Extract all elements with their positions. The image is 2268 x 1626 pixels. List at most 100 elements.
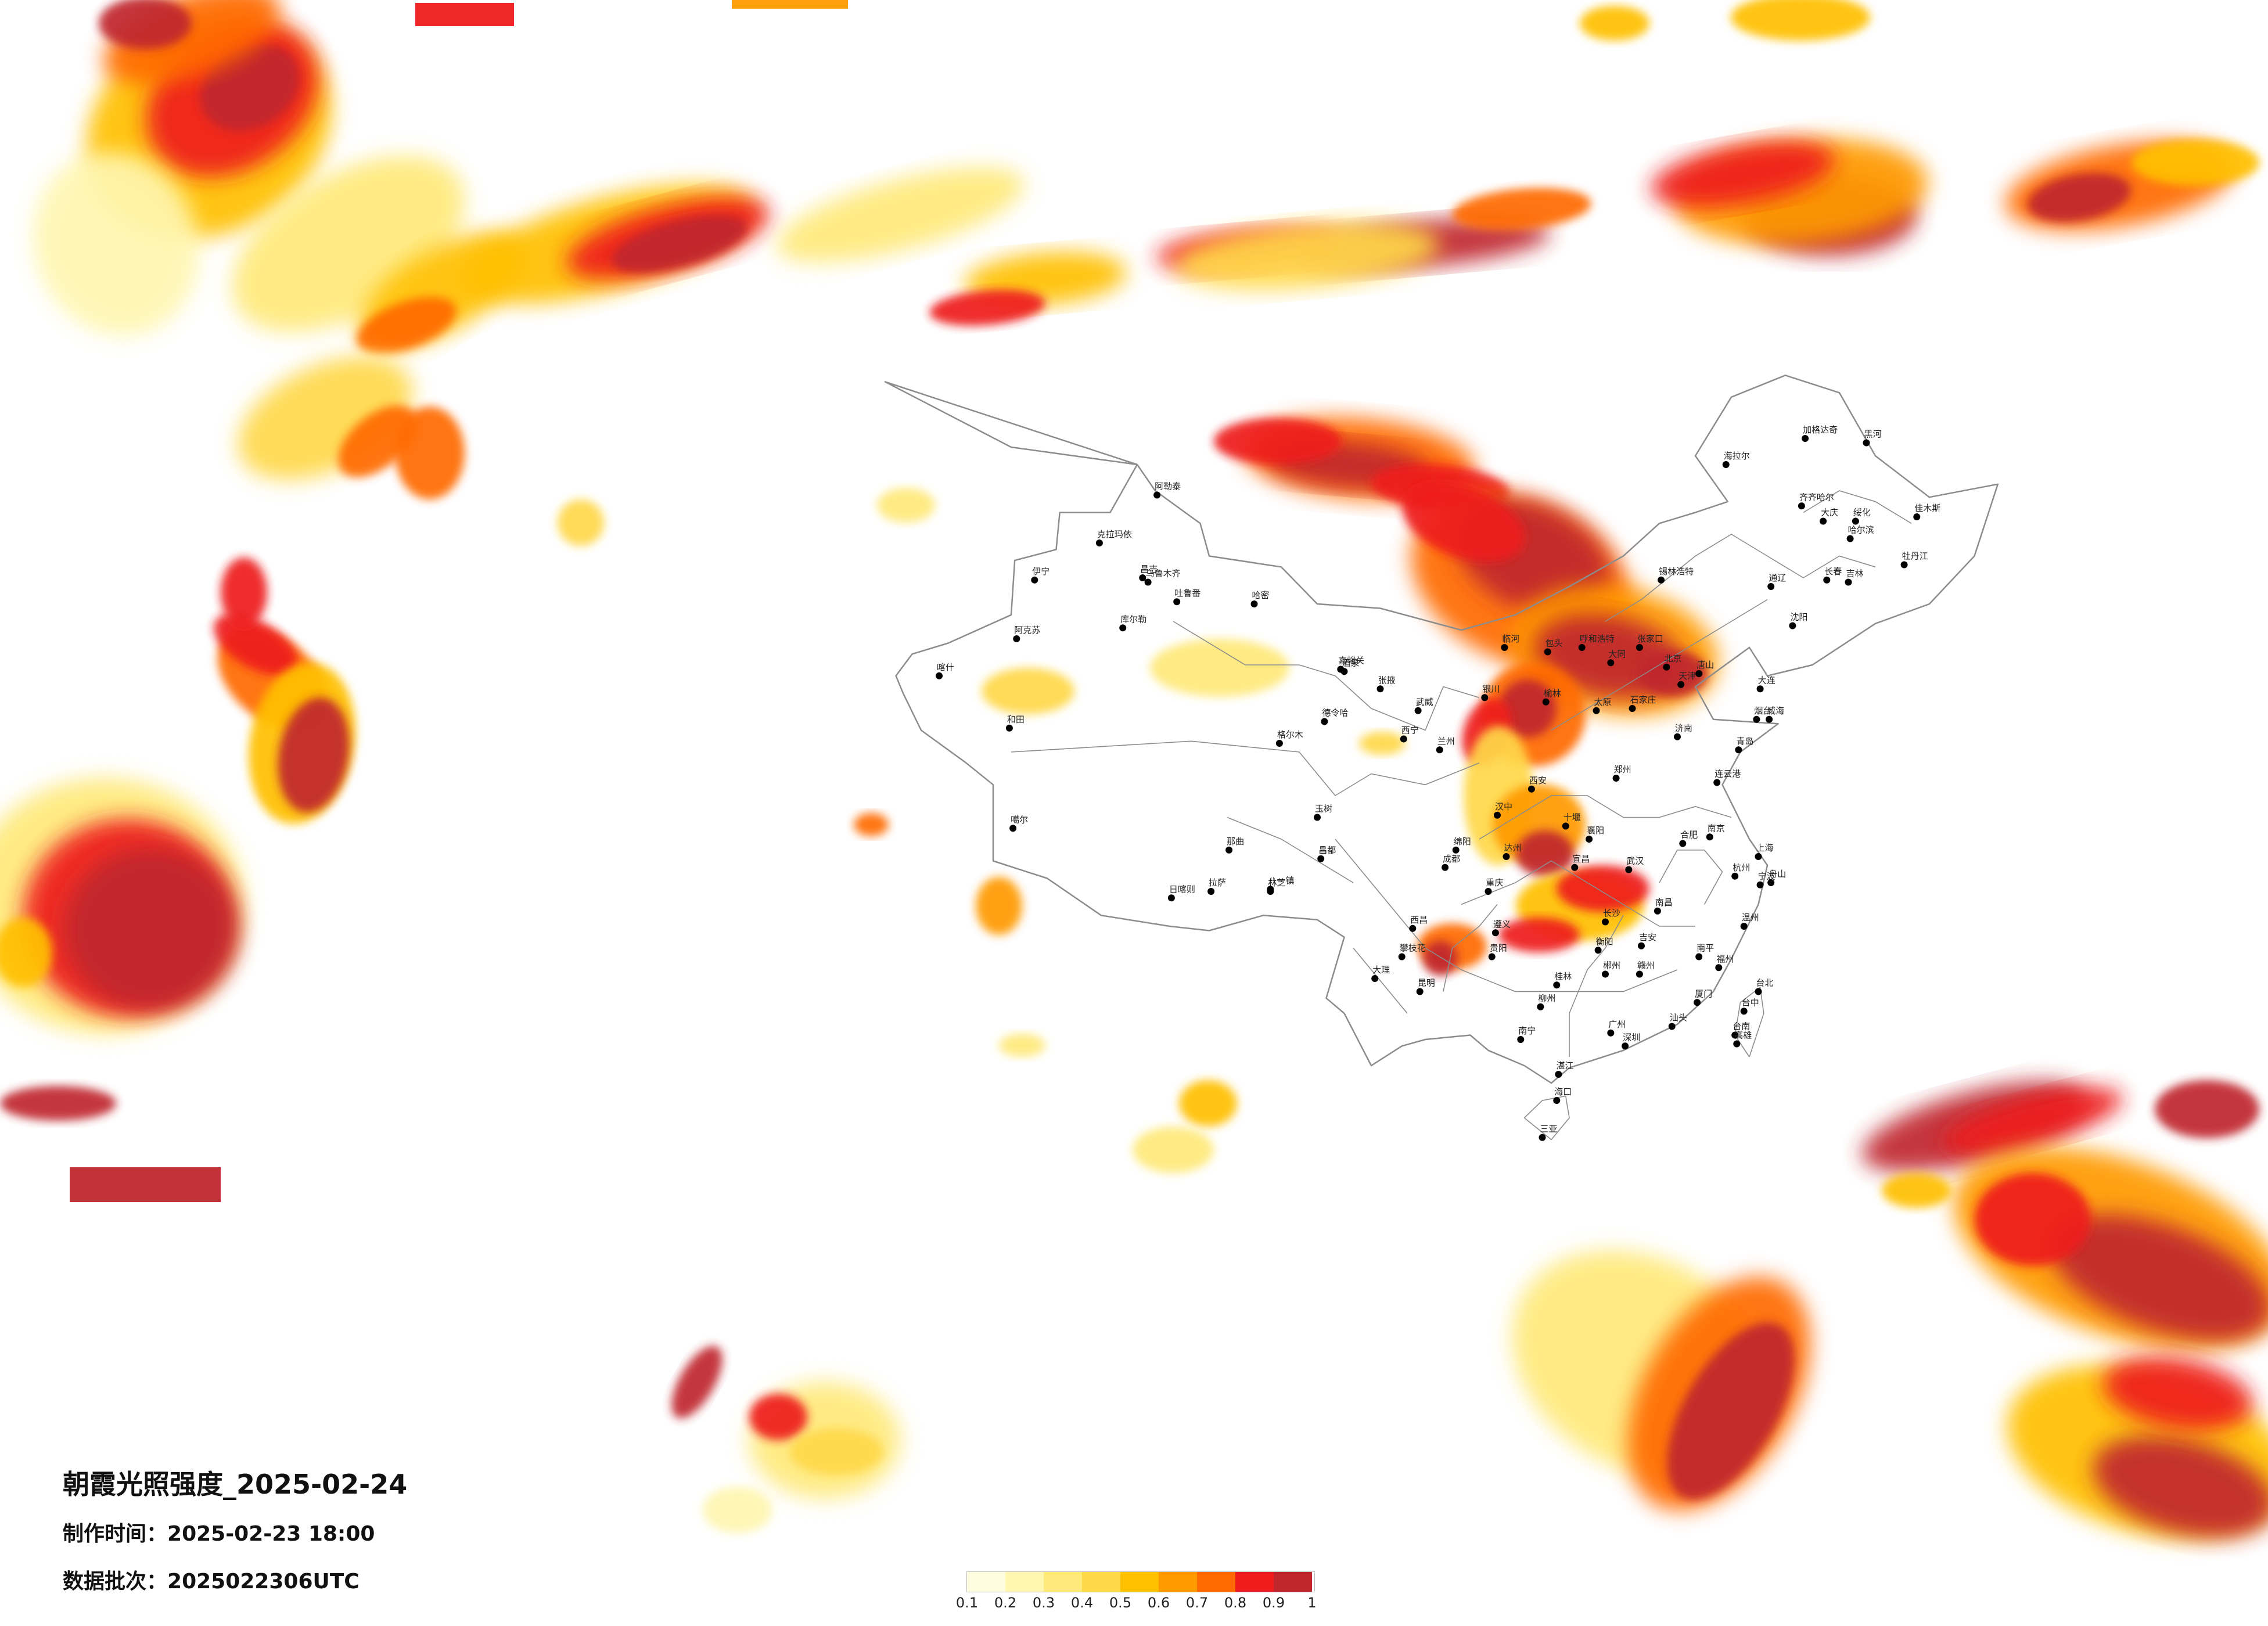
province-border bbox=[1443, 904, 1498, 992]
city-label: 太原 bbox=[1594, 697, 1612, 707]
city-marker: 石家庄 bbox=[1629, 695, 1656, 712]
glow-patch bbox=[1516, 830, 1574, 877]
city-label: 日喀则 bbox=[1169, 884, 1195, 894]
city-dot bbox=[1767, 879, 1775, 886]
city-label: 德令哈 bbox=[1322, 708, 1348, 718]
glow-patch bbox=[1557, 865, 1649, 912]
city-dot bbox=[1119, 624, 1127, 632]
city-dot bbox=[1602, 918, 1609, 926]
city-dot bbox=[1571, 864, 1579, 871]
city-marker: 成都 bbox=[1442, 854, 1460, 871]
glow-patch bbox=[200, 43, 300, 131]
city-dot bbox=[1578, 644, 1586, 651]
city-marker: 张掖 bbox=[1376, 675, 1396, 693]
city-label: 天津 bbox=[1678, 671, 1696, 681]
city-dot bbox=[1398, 953, 1406, 961]
city-label: 成都 bbox=[1443, 854, 1460, 864]
city-label: 遵义 bbox=[1493, 919, 1511, 929]
data-batch-label: 数据批次： bbox=[63, 1570, 168, 1593]
city-label: 西昌 bbox=[1410, 915, 1428, 925]
city-label: 桂林 bbox=[1554, 971, 1572, 981]
city-marker: 包头 bbox=[1544, 638, 1563, 656]
city-label: 乌鲁木齐 bbox=[1146, 569, 1181, 579]
city-label: 郑州 bbox=[1614, 764, 1631, 775]
city-marker: 台北 bbox=[1755, 978, 1774, 995]
province-border bbox=[1479, 795, 1732, 840]
glow-patch bbox=[1452, 188, 1591, 231]
city-dot bbox=[1317, 855, 1325, 862]
legend-tick-label: 0.1 bbox=[955, 1595, 979, 1611]
city-marker: 长春 bbox=[1823, 566, 1842, 584]
city-dot bbox=[1913, 513, 1921, 520]
city-label: 深圳 bbox=[1623, 1032, 1640, 1042]
city-label: 长春 bbox=[1824, 566, 1842, 577]
city-marker: 德令哈 bbox=[1321, 708, 1348, 725]
city-marker: 通辽 bbox=[1767, 573, 1786, 590]
glow-patch bbox=[64, 848, 238, 1010]
city-dot bbox=[1167, 894, 1175, 902]
map-title: 朝霞光照强度_2025-02-24 bbox=[63, 1469, 408, 1500]
city-marker: 那曲 bbox=[1225, 836, 1244, 854]
city-marker: 三亚 bbox=[1539, 1124, 1558, 1141]
city-label: 宁波 bbox=[1758, 871, 1775, 882]
city-marker: 昆明 bbox=[1416, 978, 1435, 995]
city-dot bbox=[1638, 942, 1645, 949]
province-border bbox=[1659, 850, 1723, 905]
city-dot bbox=[1731, 872, 1739, 880]
city-label: 上海 bbox=[1756, 843, 1774, 853]
glow-patch bbox=[1651, 141, 1834, 207]
city-label: 南平 bbox=[1696, 943, 1714, 954]
city-marker: 南昌 bbox=[1654, 897, 1673, 915]
city-marker: 吉安 bbox=[1638, 932, 1656, 949]
legend-tick-label: 0.3 bbox=[1032, 1595, 1055, 1611]
city-label: 柳州 bbox=[1538, 993, 1555, 1003]
city-marker: 宜昌 bbox=[1571, 854, 1590, 871]
city-marker: 哈尔滨 bbox=[1846, 525, 1874, 542]
city-dot bbox=[1636, 644, 1643, 651]
province-border bbox=[1353, 947, 1408, 1014]
city-marker: 吐鲁番 bbox=[1173, 588, 1201, 606]
city-marker: 喀什 bbox=[936, 662, 954, 679]
glow-patch bbox=[1498, 679, 1557, 738]
city-marker: 连云港 bbox=[1713, 769, 1741, 786]
legend-tick-label: 0.8 bbox=[1224, 1595, 1247, 1611]
city-label: 唐山 bbox=[1696, 660, 1714, 670]
city-label: 广州 bbox=[1608, 1019, 1626, 1030]
glow-patch bbox=[1179, 1080, 1237, 1127]
city-label: 伊宁 bbox=[1032, 566, 1049, 577]
glow-patch bbox=[1498, 918, 1580, 952]
city-label: 嘉峪关 bbox=[1338, 656, 1364, 666]
glow-patch bbox=[103, 0, 281, 85]
city-dot bbox=[1485, 888, 1492, 895]
city-marker: 榆林 bbox=[1542, 688, 1561, 706]
city-dot bbox=[1593, 707, 1600, 714]
province-border bbox=[1523, 1095, 1570, 1141]
city-marker: 海口 bbox=[1553, 1087, 1572, 1104]
legend-tick-label: 0.6 bbox=[1147, 1595, 1170, 1611]
city-dot bbox=[1622, 1042, 1629, 1050]
city-marker: 沈阳 bbox=[1789, 612, 1807, 629]
city-marker: 伊宁 bbox=[1031, 566, 1049, 584]
city-label: 和田 bbox=[1007, 714, 1025, 725]
city-dot bbox=[1314, 814, 1321, 821]
city-dot bbox=[1607, 659, 1615, 667]
city-marker: 上海 bbox=[1755, 843, 1774, 860]
legend-tick-label: 0.7 bbox=[1185, 1595, 1209, 1611]
city-label: 西安 bbox=[1529, 775, 1547, 786]
city-dot bbox=[1663, 663, 1670, 671]
city-dot bbox=[1852, 517, 1859, 525]
glow-patch bbox=[982, 668, 1074, 714]
glow-patch bbox=[1731, 0, 1870, 41]
city-label: 黑河 bbox=[1864, 429, 1882, 440]
city-label: 绥化 bbox=[1853, 508, 1871, 518]
city-dot bbox=[1820, 517, 1827, 525]
city-marker: 宁波 bbox=[1756, 871, 1775, 888]
city-marker: 拉萨 bbox=[1207, 877, 1226, 895]
city-dot bbox=[1553, 981, 1561, 989]
city-marker: 唐山 bbox=[1695, 660, 1714, 677]
glow-patch bbox=[1359, 732, 1406, 755]
glow-patch bbox=[2155, 1080, 2259, 1138]
city-dot bbox=[1629, 705, 1636, 712]
city-label: 临河 bbox=[1502, 634, 1519, 644]
city-marker: 杭州 bbox=[1731, 862, 1750, 880]
